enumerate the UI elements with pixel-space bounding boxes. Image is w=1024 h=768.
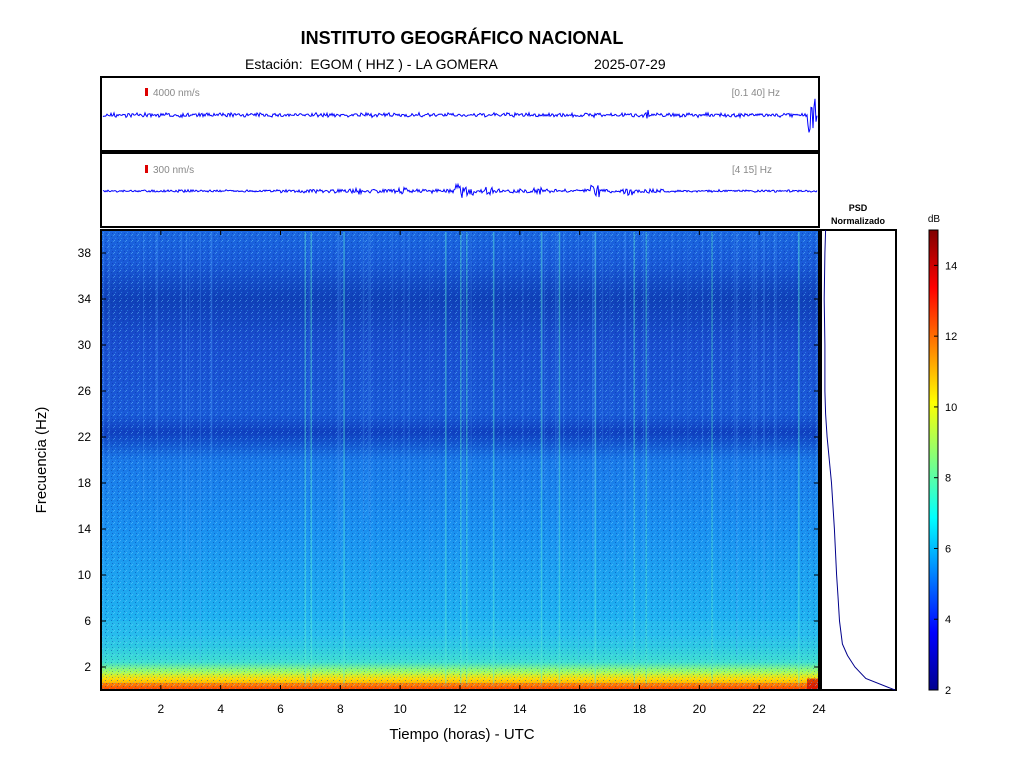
y-tick-label: 10 [78,568,92,582]
psd-subtitle: Normalizado [831,216,886,226]
x-tick-label: 20 [693,702,707,716]
y-tick-label: 18 [78,476,92,490]
y-tick-label: 34 [78,292,92,306]
scale-bar-1 [145,88,148,96]
trace-panel-broadband: 4000 nm/s [0.1 40] Hz [100,76,820,152]
psd-panel: PSD Normalizado [820,203,897,691]
colorbar-tick-label: 14 [945,260,957,272]
x-tick-label: 10 [393,702,407,716]
trace-panel-filtered: 300 nm/s [4 15] Hz [100,152,820,228]
x-tick-label: 6 [277,702,284,716]
station-label: Estación: EGOM ( HHZ ) - LA GOMERA [245,56,498,72]
y-tick-label: 30 [78,338,92,352]
y-tick-label: 26 [78,384,92,398]
colorbar: dB 2 4 6 8 10 12 14 [928,214,957,697]
x-tick-label: 12 [453,702,467,716]
scale-bar-2 [145,165,148,173]
x-tick-label: 16 [573,702,587,716]
psd-curve [823,229,896,691]
colorbar-unit: dB [928,214,941,225]
y-tick-label: 2 [84,660,91,674]
x-tick-label: 22 [752,702,766,716]
x-tick-label: 14 [513,702,527,716]
colorbar-tick-label: 4 [945,614,951,626]
psd-title: PSD [849,203,868,213]
x-tick-label: 24 [812,702,826,716]
y-tick-label: 6 [84,614,91,628]
y-tick-label: 14 [78,522,92,536]
band-label-1: [0.1 40] Hz [732,88,780,99]
x-tick-label: 8 [337,702,344,716]
colorbar-tick-label: 2 [945,685,951,697]
colorbar-tick-label: 10 [945,402,957,414]
amplitude-label-2: 300 nm/s [153,165,194,176]
waveform-trace-1 [102,98,818,133]
colorbar-tick-label: 6 [945,543,951,555]
amplitude-label-1: 4000 nm/s [153,88,200,99]
colorbar-tick-label: 12 [945,331,957,343]
y-tick-label: 38 [78,246,92,260]
x-axis-label: Tiempo (horas) - UTC [389,726,534,743]
y-tick-label: 22 [78,430,92,444]
x-tick-label: 2 [157,702,164,716]
colorbar-tick-label: 8 [945,473,951,485]
y-axis-label: Frecuencia (Hz) [33,407,50,514]
x-tick-label: 18 [633,702,647,716]
waveform-trace-2 [102,182,818,198]
band-label-2: [4 15] Hz [732,165,772,176]
chart-title: INSTITUTO GEOGRÁFICO NACIONAL [300,28,624,48]
date-label: 2025-07-29 [594,56,666,72]
x-tick-label: 4 [217,702,224,716]
